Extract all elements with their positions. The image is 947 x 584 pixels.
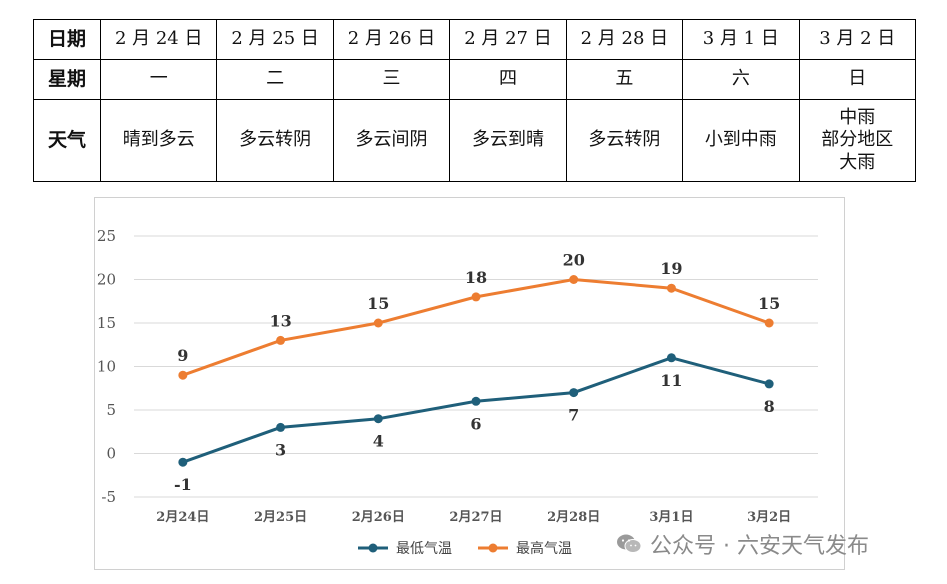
weekday-cell: 一	[99, 59, 218, 100]
data-label: -1	[174, 475, 192, 494]
data-point	[569, 275, 579, 284]
data-point	[666, 283, 676, 293]
data-label: 20	[563, 251, 585, 270]
date-cell: 3 月 2 日	[798, 19, 917, 60]
data-point	[764, 379, 774, 389]
weather-cell: 多云到晴	[449, 99, 567, 182]
wechat-icon	[617, 534, 642, 553]
weekday-cell: 二	[216, 59, 334, 100]
data-point	[276, 335, 286, 345]
y-tick-label: -5	[101, 488, 116, 506]
data-point	[178, 370, 188, 380]
x-tick-label: 2月25日	[254, 510, 307, 525]
x-tick-label: 2月26日	[352, 510, 405, 525]
weekday-cell: 五	[565, 59, 684, 100]
data-point	[276, 422, 286, 432]
weekday-cell: 六	[682, 59, 800, 100]
weekday-cell: 三	[332, 59, 451, 100]
weekday-row: 星期 一 二 三 四 五 六 日	[33, 59, 917, 100]
data-label: 15	[367, 294, 389, 313]
data-point	[764, 318, 774, 328]
x-tick-label: 2月24日	[156, 510, 209, 525]
data-label: 7	[568, 406, 579, 425]
row-header-weekday: 星期	[33, 59, 101, 100]
data-label: 6	[470, 414, 481, 433]
y-tick-label: 20	[97, 271, 116, 289]
legend-marker	[368, 543, 378, 553]
temperature-chart-frame	[94, 197, 845, 570]
data-label: 3	[275, 440, 286, 459]
y-tick-label: 5	[106, 401, 116, 419]
y-tick-label: 10	[97, 358, 116, 376]
data-point	[569, 388, 579, 398]
data-point	[666, 353, 676, 363]
weather-cell: 多云间阴	[332, 99, 451, 182]
row-header-date: 日期	[33, 19, 101, 60]
weather-cell: 多云转阴	[565, 99, 684, 182]
data-label: 13	[269, 311, 291, 330]
watermark: 公众号 · 六安天气发布	[616, 528, 869, 560]
data-point	[373, 414, 383, 424]
x-tick-label: 2月27日	[449, 510, 502, 525]
legend-label: 最低气温	[396, 541, 452, 557]
data-label: 9	[177, 346, 188, 365]
y-tick-label: 0	[106, 445, 116, 463]
row-header-weather: 天气	[33, 99, 101, 182]
weather-row: 天气 晴到多云 多云转阴 多云间阴 多云到晴 多云转阴 小到中雨 中雨 部分地区…	[33, 99, 917, 182]
weather-cell: 晴到多云	[99, 99, 218, 182]
date-cell: 3 月 1 日	[682, 19, 800, 60]
data-label: 11	[660, 371, 682, 390]
date-cell: 2 月 24 日	[99, 19, 218, 60]
x-tick-label: 3月2日	[747, 510, 791, 525]
y-tick-label: 15	[97, 314, 116, 332]
weekday-cell: 日	[798, 59, 917, 100]
y-tick-label: 25	[97, 227, 116, 245]
date-cell: 2 月 26 日	[332, 19, 451, 60]
data-label: 15	[758, 294, 780, 313]
data-point	[471, 292, 481, 302]
x-tick-label: 3月1日	[649, 510, 693, 525]
forecast-table: 日期 2 月 24 日 2 月 25 日 2 月 26 日 2 月 27 日 2…	[33, 19, 917, 182]
data-label: 19	[660, 259, 682, 278]
weather-cell: 多云转阴	[216, 99, 334, 182]
watermark-text: 公众号 · 六安天气发布	[650, 534, 869, 559]
weather-cell: 中雨 部分地区 大雨	[798, 99, 917, 182]
weekday-cell: 四	[449, 59, 567, 100]
date-row: 日期 2 月 24 日 2 月 25 日 2 月 26 日 2 月 27 日 2…	[33, 19, 917, 60]
data-point	[471, 396, 481, 406]
legend-marker	[488, 543, 498, 553]
data-point	[178, 457, 188, 467]
data-point	[373, 318, 383, 328]
x-tick-label: 2月28日	[547, 510, 600, 525]
legend-label: 最高气温	[516, 540, 572, 557]
data-label: 4	[373, 432, 384, 451]
data-label: 18	[465, 268, 487, 287]
data-label: 8	[764, 397, 775, 416]
